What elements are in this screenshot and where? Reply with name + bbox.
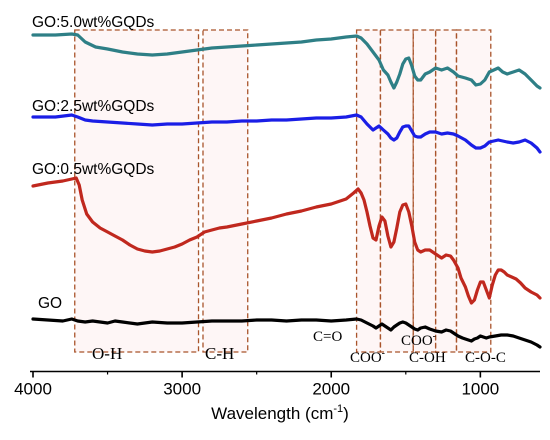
band-box-5 xyxy=(434,29,458,353)
band-label-coo-1: COO- xyxy=(350,348,385,366)
spectra-curves xyxy=(31,32,542,349)
x-tick-label-3: 1000 xyxy=(461,380,499,399)
band-box-0 xyxy=(74,29,200,353)
x-tick-label-2: 2000 xyxy=(312,380,350,399)
band-label-c-oh: C-OH xyxy=(409,350,446,366)
band-label-coo-2: COO- xyxy=(401,331,436,349)
band-label-ch: C-H xyxy=(205,344,234,363)
x-tick-label-1: 3000 xyxy=(163,380,201,399)
series-label-go-5-0: GO:5.0wt%GQDs xyxy=(32,14,155,31)
band-label-coo-1-text: COO xyxy=(350,350,382,366)
band-label-co: C=O xyxy=(313,329,342,345)
series-label-go-0-5: GO:0.5wt%GQDs xyxy=(32,161,155,178)
band-label-coo-1-sup: - xyxy=(382,348,385,359)
series-line-3 xyxy=(31,317,542,349)
series-line-0 xyxy=(31,32,542,90)
x-tick-label-0: 4000 xyxy=(14,380,52,399)
x-axis-title: Wavelength (cm-1) xyxy=(211,403,349,423)
series-label-go-2-5: GO:2.5wt%GQDs xyxy=(32,98,155,115)
series-label-go: GO xyxy=(38,295,62,312)
band-label-coo-2-sup: - xyxy=(433,331,436,342)
x-axis-title-close: ) xyxy=(343,404,349,423)
x-axis-title-text: Wavelength (cm xyxy=(211,404,333,423)
band-box-4 xyxy=(412,29,437,353)
band-label-coo-2-text: COO xyxy=(401,333,433,349)
band-label-c-o-c: C-O-C xyxy=(465,350,506,366)
x-axis-ticks: 4000 3000 2000 1000 xyxy=(14,371,499,399)
band-boxes xyxy=(74,29,492,353)
x-axis-title-sup: -1 xyxy=(333,403,343,415)
series-line-1 xyxy=(31,113,542,154)
band-labels: O-H C-H C=O COO- COO- C-OH C-O-C xyxy=(92,329,506,366)
series-labels: GO:5.0wt%GQDs GO:2.5wt%GQDs GO:0.5wt%GQD… xyxy=(32,14,155,312)
band-box-1 xyxy=(202,29,249,353)
x-axis: 4000 3000 2000 1000 Wavelength (cm-1) xyxy=(14,370,540,423)
band-label-oh: O-H xyxy=(92,344,122,363)
series-line-2 xyxy=(31,176,542,305)
